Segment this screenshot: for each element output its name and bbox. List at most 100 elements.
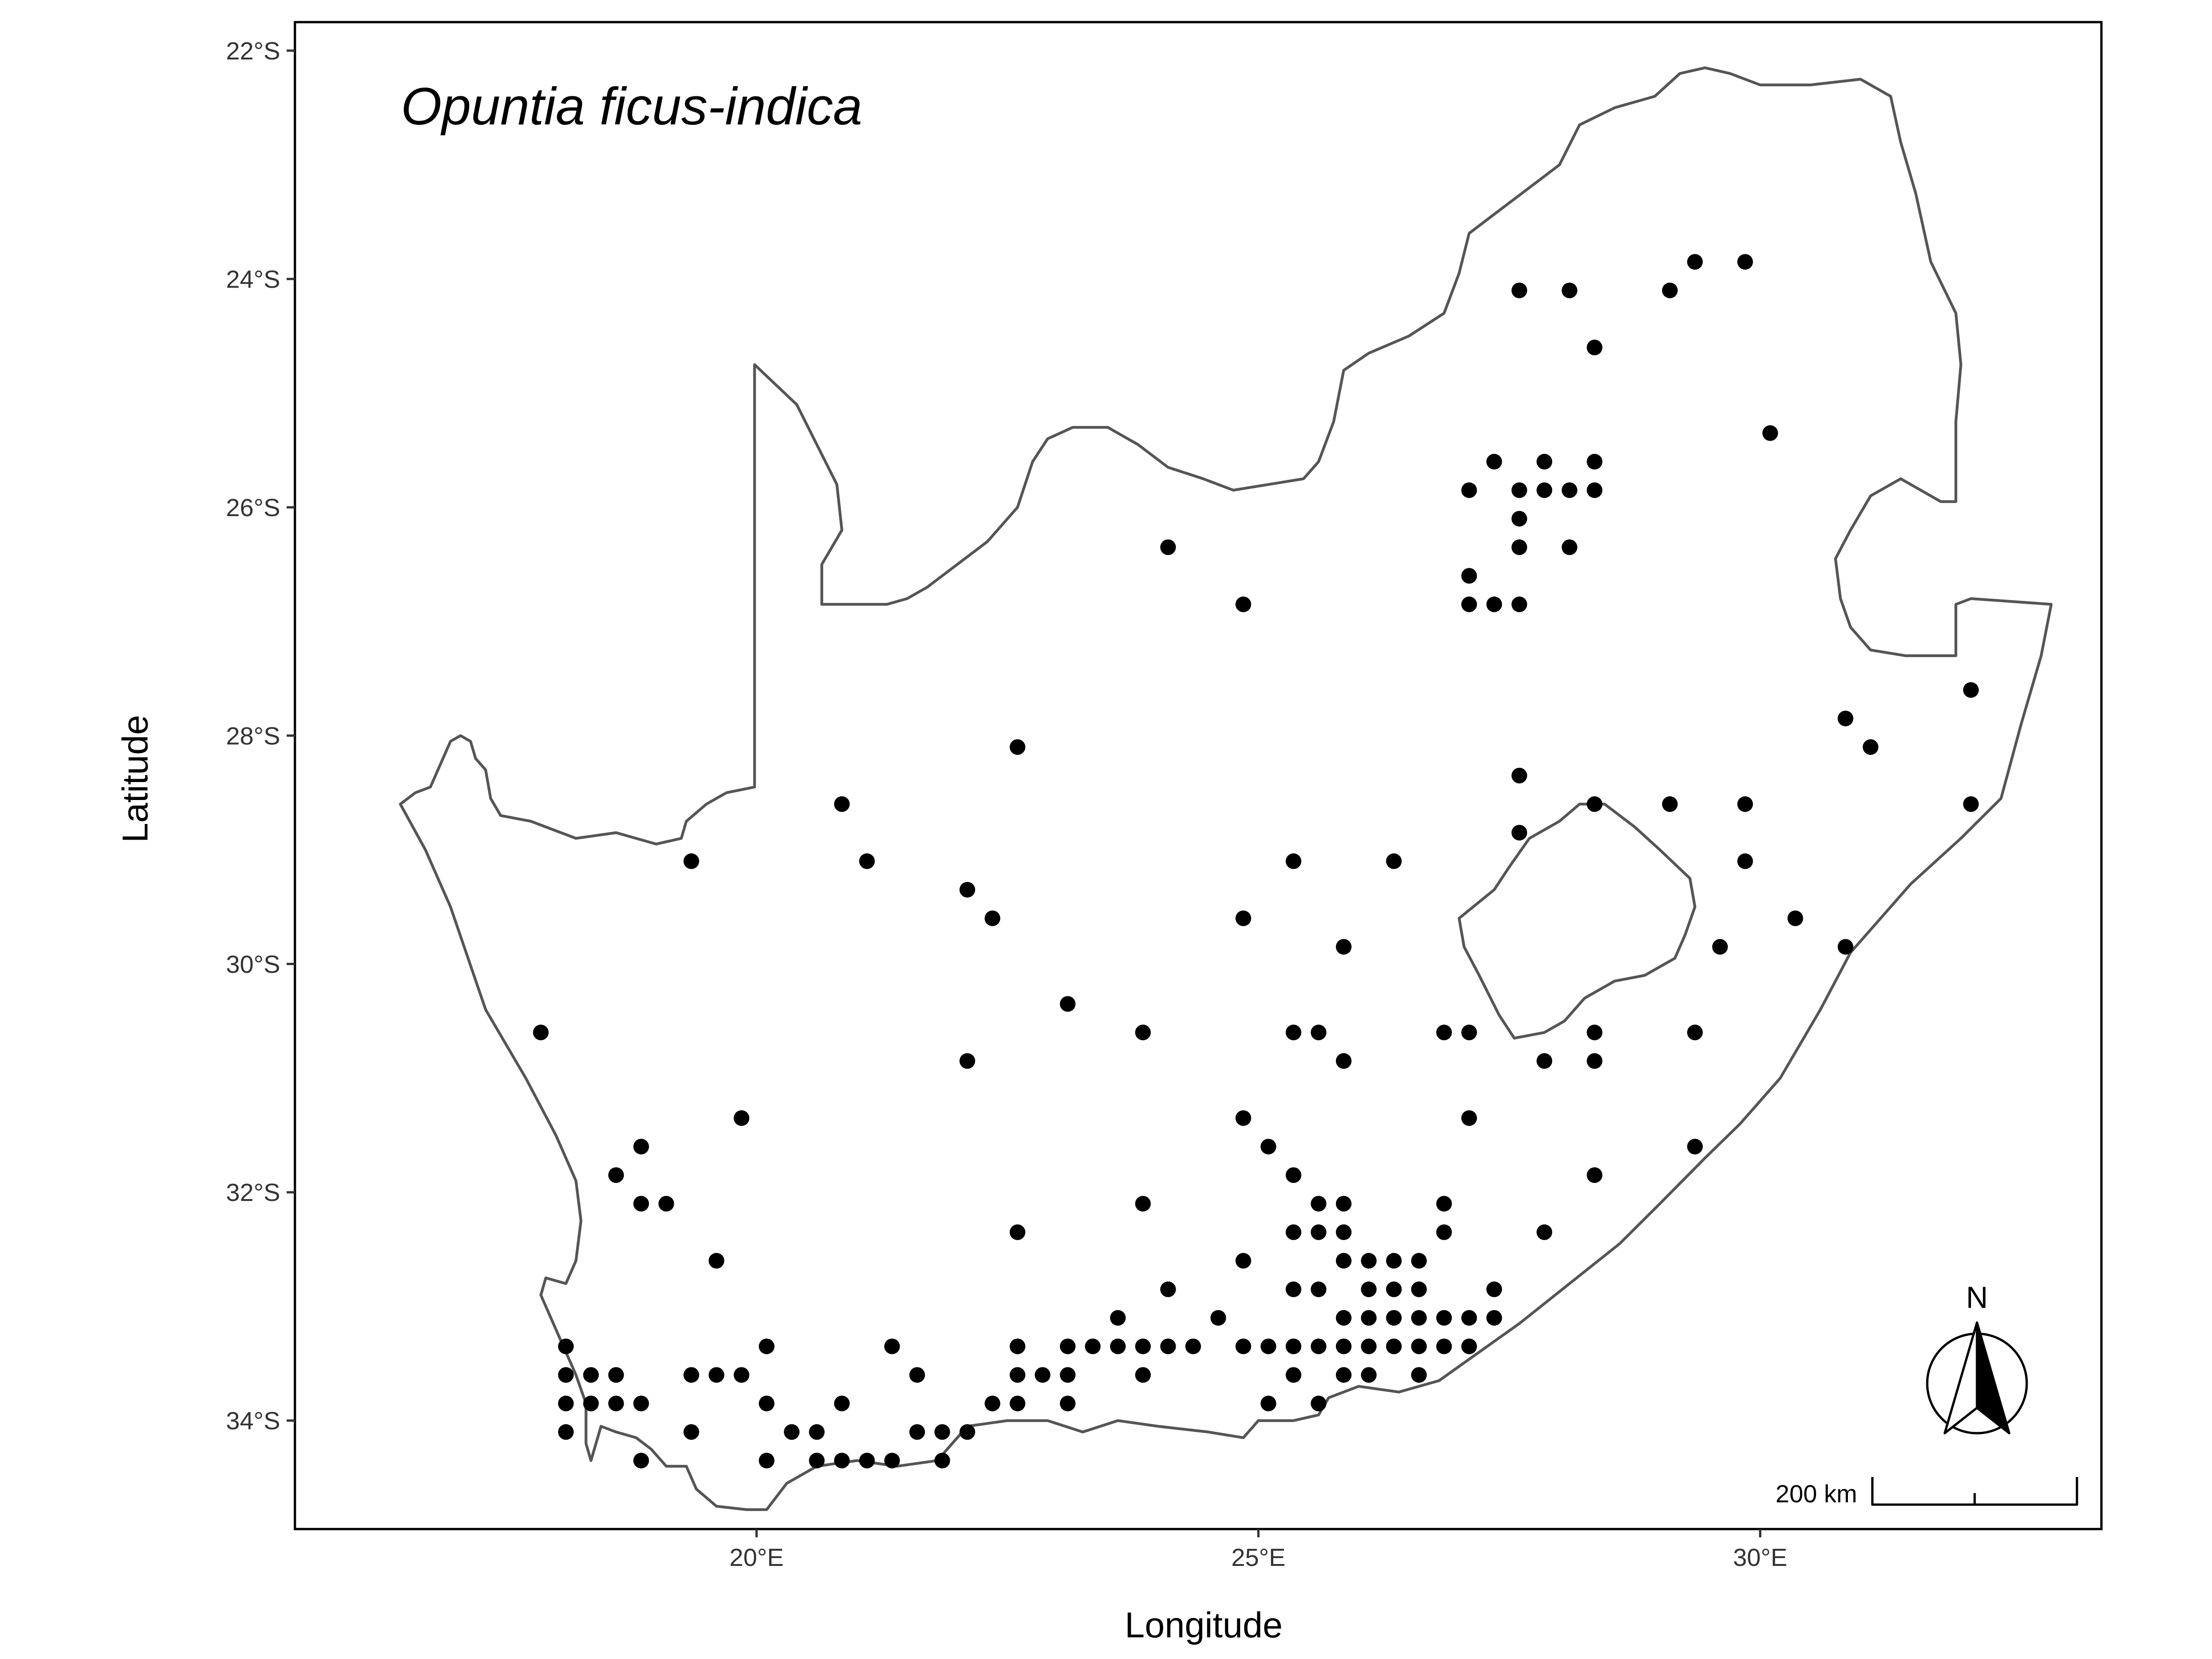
occurrence-point — [1335, 1310, 1352, 1326]
occurrence-point — [1386, 1253, 1402, 1269]
occurrence-point — [1687, 1024, 1703, 1041]
x-axis-ticks: 20°E 25°E 30°E — [729, 1529, 1787, 1571]
occurrence-point — [1837, 711, 1853, 727]
occurrence-point — [834, 1453, 850, 1469]
occurrence-point — [859, 1453, 875, 1469]
occurrence-point — [1059, 1395, 1076, 1412]
occurrence-point — [1587, 1053, 1603, 1069]
occurrence-point — [1461, 1310, 1477, 1326]
occurrence-point — [683, 1424, 700, 1440]
occurrence-point — [1335, 1196, 1352, 1212]
x-tick-label: 20°E — [729, 1544, 784, 1571]
y-tick-label: 22°S — [226, 37, 280, 65]
occurrence-point — [759, 1453, 775, 1469]
occurrence-point — [984, 910, 1000, 926]
occurrence-point — [1486, 596, 1502, 612]
occurrence-point — [1235, 1110, 1251, 1126]
occurrence-point — [884, 1453, 900, 1469]
occurrence-point — [1511, 768, 1527, 783]
occurrence-point — [1335, 1053, 1352, 1069]
y-tick-label: 28°S — [226, 722, 280, 750]
occurrence-point — [1135, 1367, 1151, 1383]
occurrence-point — [1335, 1253, 1352, 1269]
occurrence-point — [1386, 1338, 1402, 1354]
occurrence-point — [683, 1367, 700, 1383]
occurrence-point — [1335, 1224, 1352, 1240]
occurrence-point — [1335, 1338, 1352, 1354]
occurrence-point — [1335, 939, 1352, 955]
occurrence-point — [1461, 1024, 1477, 1041]
occurrence-point — [1311, 1281, 1327, 1297]
lesotho-outline — [1458, 802, 1696, 1040]
occurrence-point — [1361, 1253, 1377, 1269]
occurrence-point — [1511, 824, 1527, 841]
occurrence-point — [959, 1424, 976, 1440]
occurrence-point — [1536, 1053, 1553, 1069]
x-tick-label: 30°E — [1733, 1544, 1788, 1571]
occurrence-point — [1285, 1367, 1301, 1383]
occurrence-point — [1411, 1310, 1427, 1326]
north-label: N — [1966, 1280, 1988, 1314]
occurrence-point — [1059, 1338, 1076, 1354]
occurrence-point — [1010, 1395, 1025, 1412]
occurrence-point — [1536, 453, 1553, 470]
occurrence-point — [1737, 796, 1753, 812]
occurrence-point — [1110, 1310, 1126, 1326]
occurrence-point — [1285, 1024, 1301, 1041]
occurrence-point — [1160, 1338, 1176, 1354]
occurrence-point — [608, 1167, 624, 1183]
occurrence-point — [1285, 1224, 1301, 1240]
occurrence-point — [1511, 482, 1527, 498]
plot-frame — [294, 21, 2103, 1530]
occurrence-point — [759, 1338, 775, 1354]
occurrence-point — [1361, 1281, 1377, 1297]
occurrence-point — [934, 1453, 950, 1469]
occurrence-point — [1662, 796, 1678, 812]
occurrence-point — [1737, 853, 1753, 869]
occurrence-point — [1160, 1281, 1176, 1297]
occurrence-point — [1587, 1167, 1603, 1183]
occurrence-point — [1311, 1024, 1327, 1041]
occurrence-point — [558, 1338, 574, 1354]
occurrence-point — [759, 1395, 775, 1412]
occurrence-point — [1511, 282, 1527, 299]
occurrence-point — [1010, 1224, 1025, 1240]
occurrence-point — [1361, 1367, 1377, 1383]
occurrence-point — [1863, 739, 1879, 755]
occurrence-point — [1411, 1253, 1427, 1269]
occurrence-point — [934, 1424, 950, 1440]
y-axis-title: Latitude — [115, 715, 155, 843]
occurrence-point — [1587, 453, 1603, 470]
occurrence-point — [884, 1338, 900, 1354]
occurrence-point — [1461, 482, 1477, 498]
occurrence-point — [1486, 453, 1502, 470]
occurrence-point — [1160, 539, 1176, 555]
occurrence-point — [1386, 853, 1402, 869]
occurrence-point — [909, 1424, 925, 1440]
occurrence-point — [1386, 1310, 1402, 1326]
occurrence-point — [1511, 539, 1527, 555]
occurrence-point — [1035, 1367, 1051, 1383]
y-tick-label: 32°S — [226, 1179, 280, 1206]
north-arrow: N — [1926, 1280, 2028, 1435]
occurrence-point — [734, 1367, 750, 1383]
occurrence-point — [1461, 568, 1477, 584]
occurrence-point — [1536, 482, 1553, 498]
occurrence-point — [1436, 1338, 1452, 1354]
occurrence-point — [1285, 853, 1301, 869]
occurrence-point — [1010, 1338, 1025, 1354]
occurrence-point — [1386, 1281, 1402, 1297]
occurrence-point — [1311, 1224, 1327, 1240]
occurrence-point — [1712, 939, 1728, 955]
occurrence-point — [1762, 425, 1778, 441]
occurrence-point — [1361, 1310, 1377, 1326]
y-tick-label: 34°S — [226, 1407, 280, 1435]
occurrence-point — [708, 1253, 724, 1269]
occurrence-point — [1185, 1338, 1201, 1354]
north-arrow-black-half — [1976, 1321, 2011, 1435]
occurrence-point — [1511, 511, 1527, 527]
occurrence-point — [1687, 254, 1703, 270]
map-title: Opuntia ficus-indica — [401, 77, 862, 136]
south-africa-outline — [399, 66, 2053, 1511]
occurrence-point — [1787, 910, 1803, 926]
